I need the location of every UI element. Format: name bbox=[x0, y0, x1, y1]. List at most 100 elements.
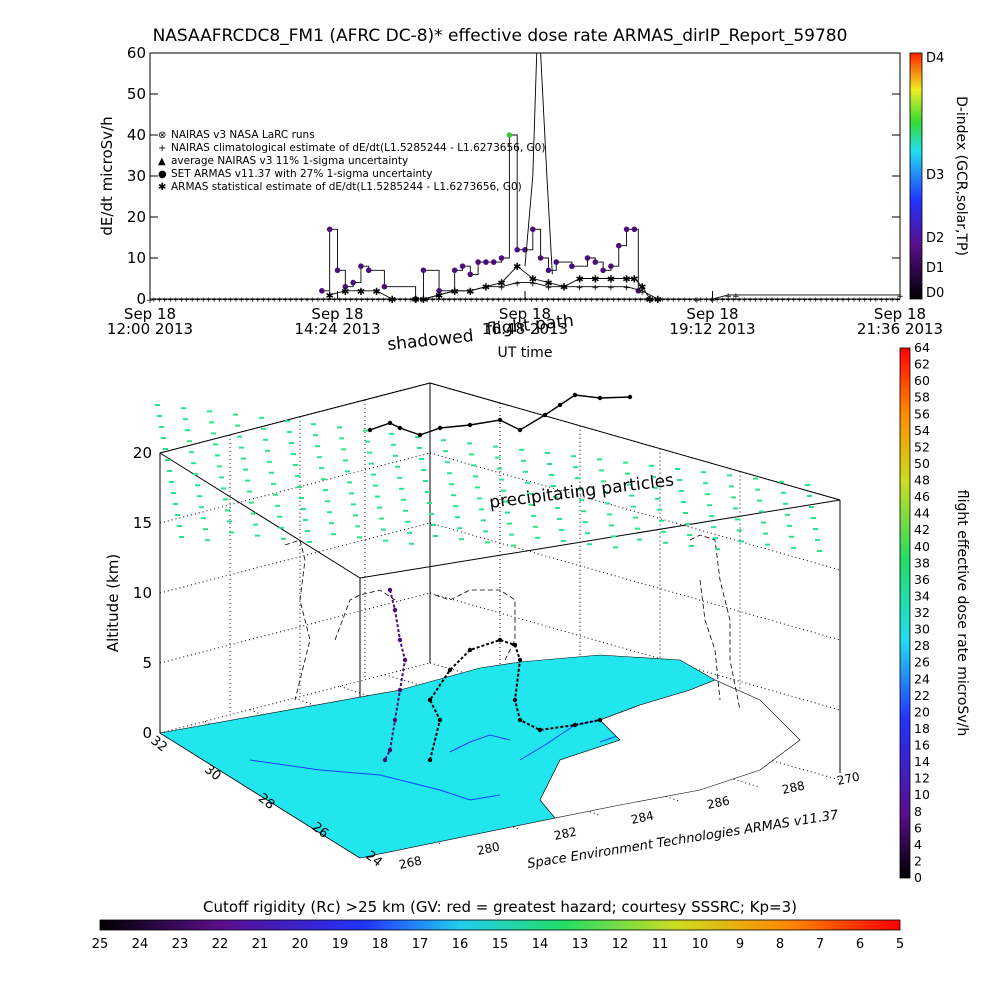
legend-marker: ✱ bbox=[158, 182, 166, 193]
nairas-point: + bbox=[451, 288, 459, 298]
baseline-marker: + bbox=[474, 296, 480, 304]
dose-rate-colorbar bbox=[899, 347, 911, 879]
baseline-marker: + bbox=[490, 296, 496, 304]
longitude-tick-label: 284 bbox=[630, 808, 655, 826]
armas-point bbox=[350, 279, 356, 286]
nairas-point: + bbox=[607, 284, 615, 294]
flight-path-track bbox=[367, 392, 633, 763]
baseline-marker: + bbox=[720, 296, 726, 304]
baseline-marker: + bbox=[342, 296, 348, 304]
baseline-marker: + bbox=[496, 296, 502, 304]
estimate-point: ✱ bbox=[482, 283, 490, 294]
baseline-marker: + bbox=[692, 296, 698, 304]
cutoff-tick-label: 20 bbox=[292, 937, 309, 952]
armas-point bbox=[436, 288, 442, 294]
baseline-marker: + bbox=[550, 296, 556, 304]
baseline-marker: + bbox=[288, 296, 294, 304]
baseline-marker: + bbox=[649, 296, 655, 304]
baseline-marker: + bbox=[556, 296, 562, 304]
baseline-marker: + bbox=[463, 296, 469, 304]
nairas-point: + bbox=[482, 284, 490, 294]
baseline-marker: + bbox=[381, 296, 387, 304]
legend-marker: + bbox=[158, 143, 166, 154]
dose-tick-label: 16 bbox=[914, 738, 930, 753]
cutoff-rigidity-colorbar-group: Cutoff rigidity (Rc) >25 km (GV: red = g… bbox=[92, 898, 904, 952]
dose-tick-label: 4 bbox=[914, 837, 922, 852]
baseline-marker: + bbox=[889, 296, 895, 304]
baseline-marker: + bbox=[676, 296, 682, 304]
baseline-marker: + bbox=[588, 296, 594, 304]
armas-point bbox=[506, 132, 513, 138]
baseline-marker: + bbox=[594, 296, 600, 304]
baseline-marker: + bbox=[233, 296, 239, 304]
baseline-marker: + bbox=[424, 296, 430, 304]
armas-point bbox=[467, 271, 474, 278]
y-tick-label: 40 bbox=[127, 126, 146, 144]
dose-tick-label: 0 bbox=[914, 870, 922, 885]
dose-rate-colorbar-label: flight effective dose rate microSv/h bbox=[954, 490, 970, 736]
baseline-marker: + bbox=[255, 296, 261, 304]
longitude-tick-label: 286 bbox=[706, 793, 731, 811]
longitude-tick-label: 270 bbox=[836, 769, 861, 787]
legend-entry: ARMAS statistical estimate of dE/dt(L1.5… bbox=[171, 181, 522, 193]
dindex-tick-label: D1 bbox=[926, 261, 944, 276]
baseline-marker: + bbox=[228, 296, 234, 304]
armas-point bbox=[514, 247, 520, 253]
estimate-point: ✱ bbox=[466, 287, 474, 298]
y-tick-label: 50 bbox=[127, 85, 146, 103]
baseline-marker: + bbox=[189, 296, 195, 304]
baseline-marker: + bbox=[277, 296, 283, 304]
dose-tick-label: 58 bbox=[914, 390, 930, 405]
baseline-marker: + bbox=[818, 296, 824, 304]
land-region bbox=[539, 679, 801, 819]
cutoff-tick-label: 8 bbox=[776, 937, 784, 952]
altitude-tick-label: 10 bbox=[133, 584, 152, 602]
dindex-tick-label: D4 bbox=[926, 51, 944, 66]
baseline-marker: + bbox=[506, 296, 512, 304]
armas-point bbox=[569, 263, 575, 270]
x-tick-time: 19:12 2013 bbox=[669, 320, 755, 338]
baseline-marker: + bbox=[791, 296, 797, 304]
armas-point bbox=[608, 263, 614, 270]
armas-point bbox=[381, 283, 388, 290]
flight-path-ground bbox=[428, 638, 601, 761]
baseline-marker: + bbox=[167, 296, 173, 304]
baseline-marker: + bbox=[468, 296, 474, 304]
nairas-point: + bbox=[576, 284, 584, 294]
baseline-marker: + bbox=[665, 296, 671, 304]
baseline-marker: + bbox=[523, 296, 529, 304]
timeseries-y-label: dE/dt microSv/h bbox=[98, 116, 116, 235]
cutoff-tick-label: 17 bbox=[412, 937, 429, 952]
dindex-colorbar bbox=[909, 52, 923, 300]
baseline-marker: + bbox=[222, 296, 228, 304]
cutoff-tick-label: 7 bbox=[816, 937, 824, 952]
legend-entry: average NAIRAS v3 11% 1-sigma uncertaint… bbox=[171, 155, 408, 167]
y-tick-label: 0 bbox=[136, 290, 146, 308]
dose-tick-label: 20 bbox=[914, 704, 930, 719]
baseline-marker: + bbox=[681, 296, 687, 304]
baseline-marker: + bbox=[195, 296, 201, 304]
baseline-marker: + bbox=[206, 296, 212, 304]
baseline-marker: + bbox=[742, 296, 748, 304]
baseline-marker: + bbox=[299, 296, 305, 304]
armas-point bbox=[537, 255, 544, 261]
baseline-marker: + bbox=[217, 296, 223, 304]
baseline-marker: + bbox=[763, 296, 769, 304]
altitude-tick-label: 20 bbox=[133, 444, 152, 462]
coastline bbox=[449, 734, 511, 753]
wall-grid-line bbox=[159, 592, 431, 664]
cutoff-rigidity-label: Cutoff rigidity (Rc) >25 km (GV: red = g… bbox=[203, 898, 797, 916]
dose-tick-label: 22 bbox=[914, 688, 930, 703]
dose-tick-label: 52 bbox=[914, 439, 930, 454]
baseline-marker: + bbox=[709, 296, 715, 304]
dose-tick-label: 60 bbox=[914, 373, 930, 388]
armas-point bbox=[483, 259, 489, 265]
x-tick-time: 16:48 2013 bbox=[482, 320, 568, 338]
dose-tick-label: 10 bbox=[914, 787, 930, 802]
baseline-marker: + bbox=[621, 296, 627, 304]
armas-point bbox=[365, 267, 372, 274]
baseline-marker: + bbox=[173, 296, 179, 304]
dindex-colorbar-label: D-index (GCR,solar,TP) bbox=[953, 96, 969, 256]
baseline-marker: + bbox=[774, 296, 780, 304]
cutoff-tick-label: 14 bbox=[532, 937, 549, 952]
